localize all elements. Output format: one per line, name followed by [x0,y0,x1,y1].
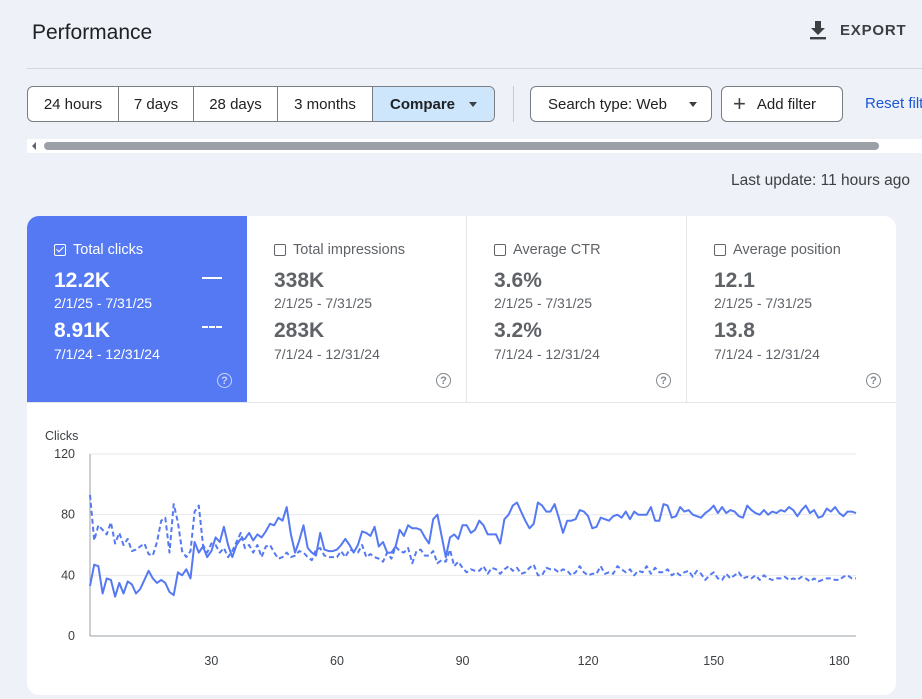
metric-average-ctr[interactable]: Average CTR 3.6% 2/1/25 - 7/31/25 3.2% 7… [467,216,687,402]
x-tick-label: 120 [578,654,599,668]
metric-value-current: 3.6% [494,269,542,292]
page-title: Performance [32,21,153,44]
chevron-down-icon [469,101,478,107]
export-button[interactable]: EXPORT [808,20,906,40]
checkbox-icon[interactable] [274,244,286,256]
compare-label: Compare [389,95,456,113]
metric-value-compare: 13.8 [714,319,755,342]
x-tick-label: 90 [456,654,470,668]
toolbar-separator [513,86,514,122]
metric-total-impressions[interactable]: Total impressions 338K 2/1/25 - 7/31/25 … [247,216,467,402]
metric-date-current: 2/1/25 - 7/31/25 [274,295,373,311]
series-line-current [89,501,857,598]
header-divider [27,68,922,69]
metric-label: Total impressions [293,242,406,258]
compare-button[interactable]: Compare [373,87,494,121]
metric-date-current: 2/1/25 - 7/31/25 [714,295,813,311]
x-tick-label: 180 [829,654,850,668]
metric-value-compare: 8.91K [54,319,111,342]
plus-icon: + [733,91,746,116]
dashed-line-legend-icon [202,326,222,328]
export-label: EXPORT [840,21,907,39]
metric-date-current: 2/1/25 - 7/31/25 [54,295,153,311]
metric-label: Average position [733,242,841,258]
metric-value-current: 12.1 [714,269,755,292]
x-tick-label: 60 [330,654,344,668]
metric-date-compare: 7/1/24 - 12/31/24 [274,346,380,362]
help-icon[interactable]: ? [656,373,671,388]
search-type-dropdown[interactable]: Search type: Web [530,86,712,122]
scroll-thumb[interactable] [44,142,879,150]
metric-value-current: 338K [274,269,325,292]
range-7-days[interactable]: 7 days [119,87,194,121]
metric-date-current: 2/1/25 - 7/31/25 [494,295,593,311]
metric-average-position[interactable]: Average position 12.1 2/1/25 - 7/31/25 1… [687,216,896,402]
help-icon[interactable]: ? [866,373,881,388]
metric-date-compare: 7/1/24 - 12/31/24 [494,346,600,362]
metric-label: Total clicks [73,242,144,258]
y-tick-label: 80 [61,508,75,522]
metric-total-clicks[interactable]: Total clicks 12.2K 2/1/25 - 7/31/25 8.91… [27,216,247,402]
y-tick-label: 40 [61,568,75,582]
date-range-selector: 24 hours 7 days 28 days 3 months Compare [27,86,495,122]
metric-value-compare: 283K [274,319,325,342]
y-tick-label: 0 [68,629,75,643]
checkbox-checked-icon[interactable] [54,244,66,256]
metric-header: Average CTR [494,242,601,258]
metric-header: Average position [714,242,841,258]
horizontal-scrollbar[interactable] [27,139,922,153]
x-tick-label: 30 [204,654,218,668]
metric-label: Average CTR [513,242,601,258]
range-24-hours[interactable]: 24 hours [28,87,119,121]
checkbox-icon[interactable] [714,244,726,256]
search-type-label: Search type: Web [548,95,667,113]
add-filter-label: Add filter [756,95,817,113]
performance-card: Total clicks 12.2K 2/1/25 - 7/31/25 8.91… [27,216,896,695]
y-axis-label: Clicks [45,429,78,443]
y-tick-label: 120 [54,447,75,461]
help-icon[interactable]: ? [217,373,232,388]
metric-date-compare: 7/1/24 - 12/31/24 [54,346,160,362]
reset-filters-link[interactable]: Reset filters [865,95,922,112]
metric-date-compare: 7/1/24 - 12/31/24 [714,346,820,362]
help-icon[interactable]: ? [436,373,451,388]
scroll-left-icon[interactable] [32,142,36,150]
range-28-days[interactable]: 28 days [194,87,278,121]
metric-header: Total clicks [54,242,143,258]
last-update-text: Last update: 11 hours ago [731,172,910,189]
series-line-compare [89,494,856,583]
range-3-months[interactable]: 3 months [278,87,373,121]
metric-tabs: Total clicks 12.2K 2/1/25 - 7/31/25 8.91… [27,216,896,403]
add-filter-button[interactable]: + Add filter [721,86,843,122]
chevron-down-icon [689,101,697,107]
metric-value-current: 12.2K [54,269,111,292]
metric-value-compare: 3.2% [494,319,542,342]
solid-line-legend-icon [202,277,222,279]
checkbox-icon[interactable] [494,244,506,256]
clicks-line-chart: Clicks 0 40 80 120 30 60 90 120 150 180 [45,429,857,668]
download-icon [810,21,826,40]
x-tick-label: 150 [703,654,724,668]
metric-header: Total impressions [274,242,405,258]
